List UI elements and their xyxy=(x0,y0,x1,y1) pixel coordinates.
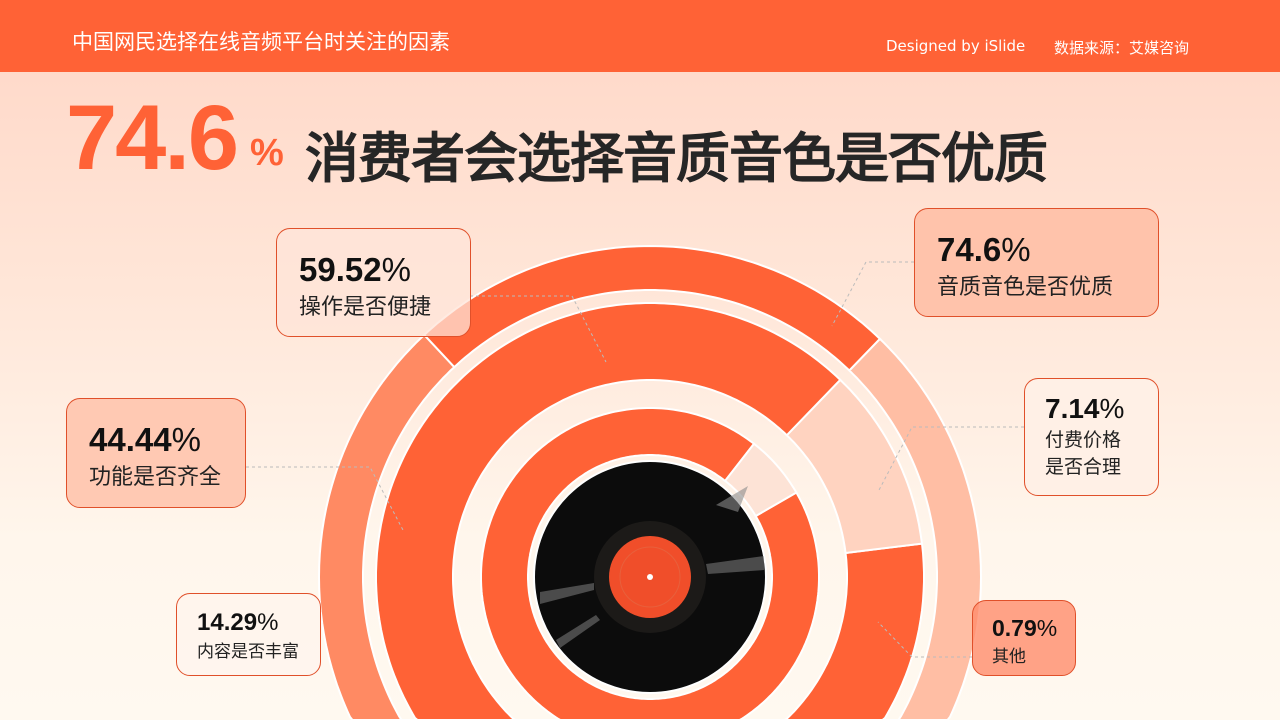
leader-line xyxy=(877,426,1024,493)
leader-line xyxy=(877,621,972,658)
slide-title: 中国网民选择在线音频平台时关注的因素 xyxy=(72,30,450,54)
label-value: 0.79 xyxy=(992,615,1037,641)
label-value: 74.6 xyxy=(937,231,1002,268)
ring-segment xyxy=(650,337,983,720)
label-card-ease-of-use: 59.52% 操作是否便捷 xyxy=(276,228,471,337)
label-name: 其他 xyxy=(992,647,1026,667)
leader-line xyxy=(470,295,607,363)
vinyl-record-image xyxy=(533,460,767,694)
label-name: 付费价格 xyxy=(1045,429,1122,451)
designer-credit: Designed by iSlide xyxy=(886,37,1026,55)
label-value: 14.29 xyxy=(197,609,258,636)
label-value: 44.44 xyxy=(89,421,172,458)
label-card-features: 44.44% 功能是否齐全 xyxy=(66,398,246,508)
label-name: 音质音色是否优质 xyxy=(937,275,1114,300)
label-card-pricing: 7.14% 付费价格 是否合理 xyxy=(1024,378,1159,496)
label-name: 内容是否丰富 xyxy=(197,642,299,662)
label-value: 59.52 xyxy=(299,251,382,288)
label-card-sound-quality: 74.6% 音质音色是否优质 xyxy=(914,208,1159,317)
headline-value: 74.6 xyxy=(66,87,239,189)
label-card-content: 14.29% 内容是否丰富 xyxy=(176,593,321,676)
ring-segment xyxy=(785,378,924,555)
headline-text: 消费者会选择音质音色是否优质 xyxy=(305,127,1048,190)
ring-segment xyxy=(723,442,798,518)
label-name-line2: 是否合理 xyxy=(1045,456,1122,478)
headline-unit: % xyxy=(250,132,284,174)
label-name: 功能是否齐全 xyxy=(89,465,222,490)
label-value: 7.14 xyxy=(1045,393,1100,424)
record-spindle-hole xyxy=(647,574,653,580)
label-name: 操作是否便捷 xyxy=(299,295,432,320)
label-card-other: 0.79% 其他 xyxy=(972,600,1076,676)
leader-line xyxy=(831,261,914,327)
data-source: 数据来源：艾媒咨询 xyxy=(1054,39,1190,57)
header-bar: 中国网民选择在线音频平台时关注的因素 Designed by iSlide 数据… xyxy=(0,0,1280,72)
